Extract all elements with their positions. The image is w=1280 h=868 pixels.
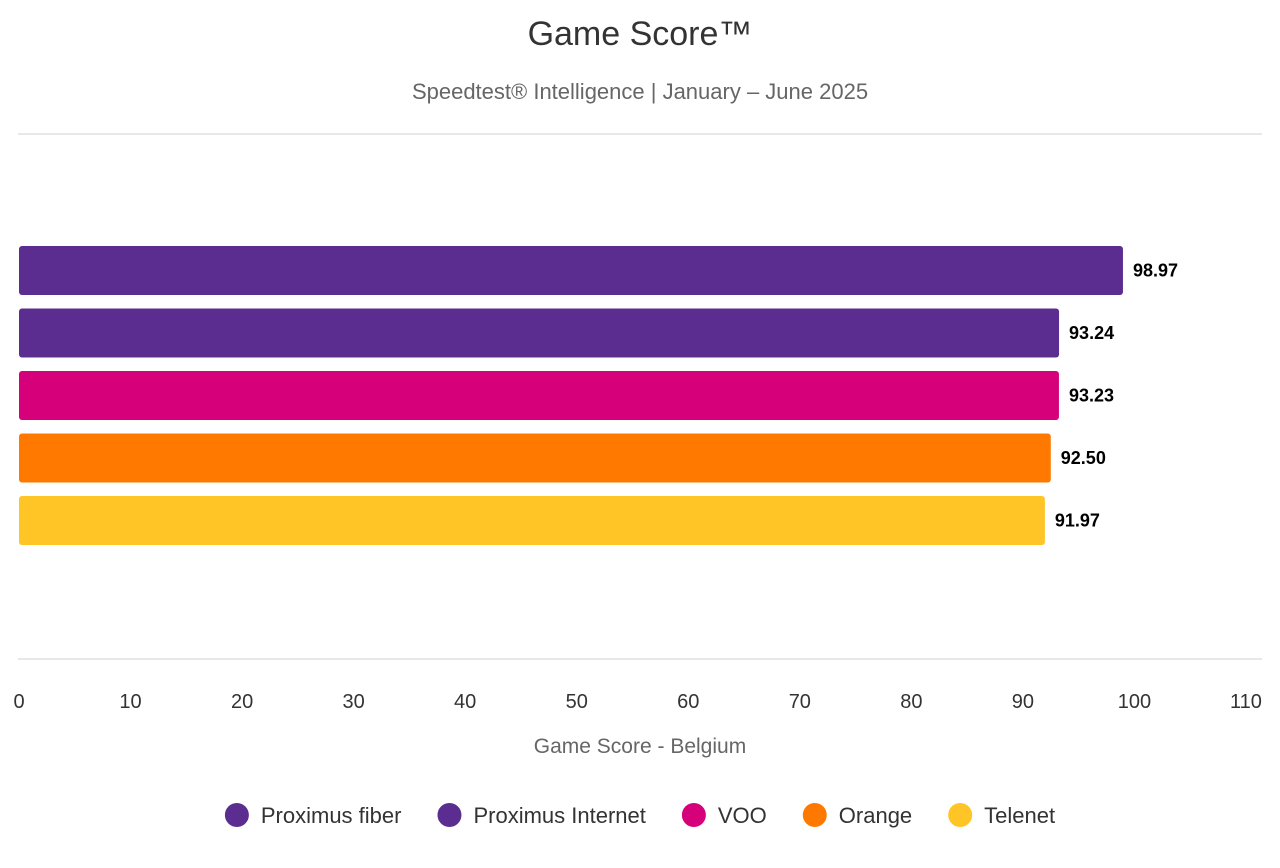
legend-label: VOO xyxy=(718,803,767,828)
x-tick-label: 60 xyxy=(677,691,699,713)
x-tick-label: 30 xyxy=(343,691,365,713)
bar-proximus-internet xyxy=(19,308,1060,358)
x-tick-label: 70 xyxy=(789,691,811,713)
legend-item-proximus-internet[interactable]: Proximus Internet xyxy=(437,803,646,828)
x-tick-label: 50 xyxy=(566,691,588,713)
legend-swatch-icon xyxy=(681,803,706,827)
legend: Proximus fiber Proximus Internet VOO Orange… xyxy=(224,803,1055,828)
legend-item-voo[interactable]: VOO xyxy=(681,803,767,828)
x-tick-label: 0 xyxy=(13,691,24,713)
value-label-proximus-internet: 93.24 xyxy=(1069,323,1114,343)
legend-swatch-icon xyxy=(948,803,973,827)
legend-swatch-icon xyxy=(224,803,249,827)
x-tick-label: 80 xyxy=(900,691,922,713)
x-tick-label: 90 xyxy=(1012,691,1034,713)
x-tick-label: 100 xyxy=(1118,691,1151,713)
x-axis-label: Game Score - Belgium xyxy=(534,735,746,758)
bar-voo xyxy=(19,371,1059,420)
x-tick-label: 20 xyxy=(231,691,253,713)
legend-label: Proximus fiber xyxy=(261,803,402,828)
x-tick-label: 40 xyxy=(454,691,476,713)
legend-label: Orange xyxy=(839,803,912,828)
value-label-orange: 92.50 xyxy=(1061,448,1106,468)
legend-item-orange[interactable]: Orange xyxy=(802,803,912,828)
bar-orange xyxy=(19,433,1051,483)
x-tick-label: 110 xyxy=(1230,691,1262,713)
value-label-proximus-fiber: 98.97 xyxy=(1133,261,1178,281)
x-tick-label: 10 xyxy=(119,691,141,713)
bar-proximus-fiber xyxy=(19,246,1123,295)
bar-telenet xyxy=(19,496,1045,545)
legend-swatch-icon xyxy=(802,803,827,827)
bars-group: 98.97 93.24 93.23 92.50 91.97 xyxy=(19,246,1178,545)
chart-subtitle: Speedtest® Intelligence | January – June… xyxy=(412,79,868,104)
legend-item-telenet[interactable]: Telenet xyxy=(948,803,1055,828)
x-ticks-group: 0 10 20 30 40 50 60 70 80 90 100 110 xyxy=(13,691,1262,713)
legend-swatch-icon xyxy=(437,803,462,827)
chart-title: Game Score™ xyxy=(528,15,753,53)
legend-label: Telenet xyxy=(984,803,1055,828)
legend-item-proximus-fiber[interactable]: Proximus fiber xyxy=(224,803,402,828)
legend-label: Proximus Internet xyxy=(473,803,645,828)
value-label-telenet: 91.97 xyxy=(1055,511,1100,531)
value-label-voo: 93.23 xyxy=(1069,386,1114,406)
